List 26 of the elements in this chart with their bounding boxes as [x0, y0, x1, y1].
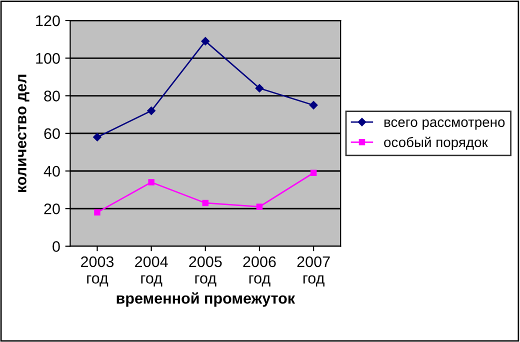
- y-axis-title: количество дел: [18, 74, 30, 192]
- point: [202, 200, 209, 206]
- legend-label: особый порядок: [384, 136, 488, 150]
- y-tick-label: 20: [44, 203, 60, 214]
- x-tick-label: 2003 год: [81, 256, 114, 287]
- y-tick-label: 100: [36, 53, 60, 64]
- y-tick-label: 40: [44, 166, 60, 177]
- point: [256, 204, 263, 210]
- point: [201, 37, 210, 46]
- point: [310, 170, 317, 176]
- x-tick-label: 2007 год: [297, 256, 330, 287]
- point: [255, 84, 264, 92]
- point: [94, 209, 100, 216]
- point: [309, 101, 318, 110]
- y-tick-label: 0: [52, 241, 60, 252]
- x-axis-title: временной промежуток: [116, 292, 296, 307]
- y-tick-label: 120: [36, 15, 60, 26]
- x-tick-label: 2005 год: [189, 256, 222, 287]
- legend-label: всего рассмотрено: [384, 119, 505, 130]
- y-tick-label: 80: [44, 90, 60, 102]
- x-tick-label: 2006 год: [243, 256, 276, 287]
- y-tick-label: 60: [44, 128, 60, 140]
- point: [148, 179, 154, 186]
- point: [93, 133, 102, 142]
- point: [147, 106, 156, 115]
- x-tick-label: 2004 год: [135, 256, 168, 287]
